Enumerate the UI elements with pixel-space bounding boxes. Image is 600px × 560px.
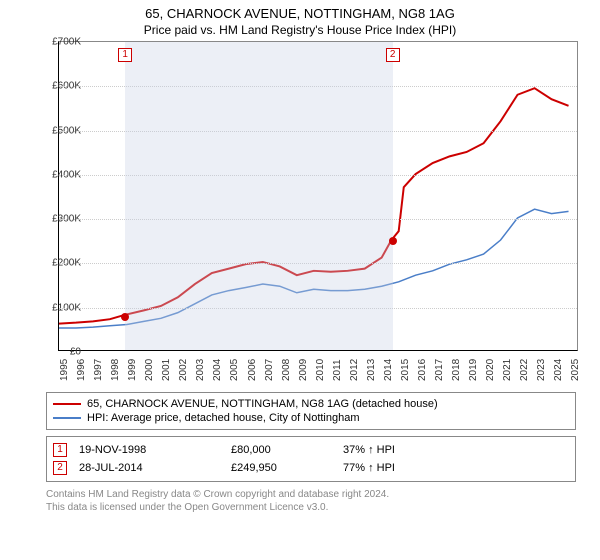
x-axis-label: 2012 — [349, 359, 360, 381]
x-axis-label: 2003 — [195, 359, 206, 381]
y-axis-label: £700K — [33, 37, 81, 48]
sale-index-badge: 2 — [53, 461, 67, 475]
x-axis-label: 2013 — [366, 359, 377, 381]
x-axis-label: 1997 — [93, 359, 104, 381]
sale-price: £80,000 — [231, 444, 331, 456]
x-axis-label: 2017 — [434, 359, 445, 381]
x-axis-label: 2004 — [212, 359, 223, 381]
legend-item: HPI: Average price, detached house, City… — [53, 411, 569, 425]
sale-price: £249,950 — [231, 462, 331, 474]
x-axis-label: 2015 — [400, 359, 411, 381]
x-axis-label: 2023 — [536, 359, 547, 381]
x-axis-label: 2024 — [553, 359, 564, 381]
plot-region: £0£100K£200K£300K£400K£500K£600K£700K199… — [58, 41, 578, 351]
x-axis-label: 2005 — [229, 359, 240, 381]
legend-swatch — [53, 417, 81, 419]
legend-swatch — [53, 403, 81, 405]
legend: 65, CHARNOCK AVENUE, NOTTINGHAM, NG8 1AG… — [46, 392, 576, 430]
sale-date: 28-JUL-2014 — [79, 462, 219, 474]
chart-subtitle: Price paid vs. HM Land Registry's House … — [0, 21, 600, 41]
sale-date: 19-NOV-1998 — [79, 444, 219, 456]
x-axis-label: 2001 — [161, 359, 172, 381]
legend-item: 65, CHARNOCK AVENUE, NOTTINGHAM, NG8 1AG… — [53, 397, 569, 411]
sale-index-badge: 1 — [53, 443, 67, 457]
chart-title: 65, CHARNOCK AVENUE, NOTTINGHAM, NG8 1AG — [0, 0, 600, 21]
x-axis-label: 1996 — [76, 359, 87, 381]
sale-marker-box: 2 — [386, 48, 400, 62]
chart-area: £0£100K£200K£300K£400K£500K£600K£700K199… — [36, 41, 596, 381]
x-axis-label: 2006 — [247, 359, 258, 381]
sale-marker-box: 1 — [118, 48, 132, 62]
sales-row: 1 19-NOV-1998 £80,000 37% ↑ HPI — [53, 441, 569, 459]
x-axis-label: 2016 — [417, 359, 428, 381]
sales-table: 1 19-NOV-1998 £80,000 37% ↑ HPI 2 28-JUL-2014… — [46, 436, 576, 482]
x-axis-label: 2018 — [451, 359, 462, 381]
x-axis-label: 2010 — [315, 359, 326, 381]
sale-pct-vs-hpi: 77% ↑ HPI — [343, 462, 463, 474]
footnote-line1: Contains HM Land Registry data © Crown c… — [46, 489, 389, 500]
x-axis-label: 2002 — [178, 359, 189, 381]
x-axis-label: 2007 — [264, 359, 275, 381]
x-axis-label: 2000 — [144, 359, 155, 381]
x-axis-label: 1998 — [110, 359, 121, 381]
sale-marker-point — [121, 313, 129, 321]
footnote-line2: This data is licensed under the Open Gov… — [46, 502, 328, 513]
x-axis-label: 2019 — [468, 359, 479, 381]
x-axis-label: 1999 — [127, 359, 138, 381]
x-axis-label: 2022 — [519, 359, 530, 381]
x-axis-label: 1995 — [59, 359, 70, 381]
x-axis-label: 2011 — [332, 359, 343, 381]
x-axis-label: 2009 — [298, 359, 309, 381]
x-axis-label: 2021 — [502, 359, 513, 381]
sale-marker-point — [389, 237, 397, 245]
legend-label: HPI: Average price, detached house, City… — [87, 412, 360, 424]
y-axis-label: £0 — [33, 347, 81, 358]
footnote: Contains HM Land Registry data © Crown c… — [46, 488, 576, 514]
sale-pct-vs-hpi: 37% ↑ HPI — [343, 444, 463, 456]
x-axis-label: 2008 — [281, 359, 292, 381]
x-axis-label: 2025 — [570, 359, 581, 381]
shaded-band — [125, 42, 393, 350]
x-axis-label: 2020 — [485, 359, 496, 381]
legend-label: 65, CHARNOCK AVENUE, NOTTINGHAM, NG8 1AG… — [87, 398, 438, 410]
x-axis-label: 2014 — [383, 359, 394, 381]
sales-row: 2 28-JUL-2014 £249,950 77% ↑ HPI — [53, 459, 569, 477]
